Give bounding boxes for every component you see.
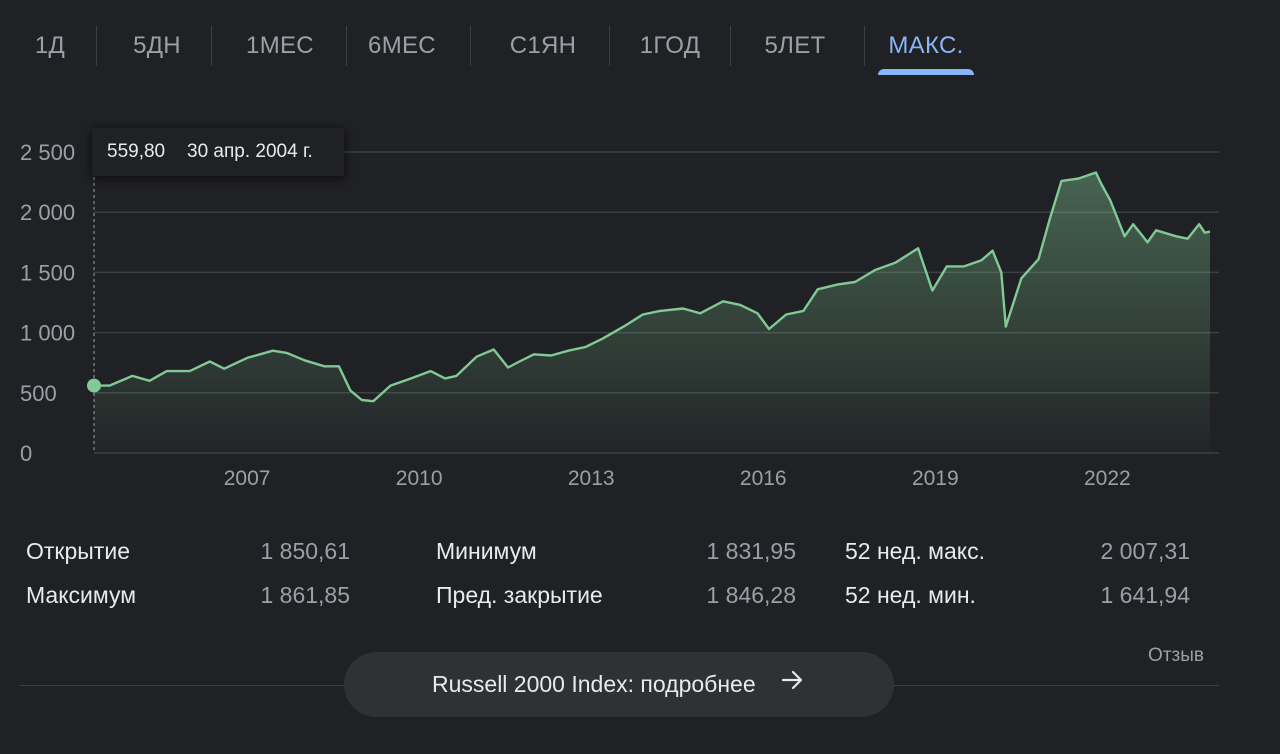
arrow-right-icon <box>780 653 806 718</box>
x-tick-label: 2013 <box>568 467 615 490</box>
tab-separator <box>864 26 865 66</box>
stat-value-open: 1 850,61 <box>260 538 350 564</box>
tab-separator <box>96 26 97 66</box>
time-range-tabs: 1Д 5ДН 1МЕС 6МЕС С1ЯН 1ГОД 5ЛЕТ МАКС. <box>0 0 1280 95</box>
y-tick-label: 1 000 <box>20 321 75 346</box>
tab-0[interactable]: 1Д <box>34 32 66 59</box>
tooltip-value: 559,80 <box>107 141 166 162</box>
tab-separator <box>609 26 610 66</box>
x-tick-label: 2022 <box>1084 467 1131 490</box>
feedback-link[interactable]: Отзыв <box>1148 645 1204 666</box>
tab-5[interactable]: 1ГОД <box>639 32 701 59</box>
tab-3[interactable]: 6МЕС <box>368 32 436 59</box>
hover-tooltip: 559,80 30 апр. 2004 г. <box>92 128 344 176</box>
active-tab-indicator <box>878 69 974 75</box>
tab-2[interactable]: 1МЕС <box>246 32 314 59</box>
stat-label-52w-low: 52 нед. мин. <box>845 582 976 608</box>
x-tick-label: 2016 <box>740 467 787 490</box>
stat-value-high: 1 861,85 <box>260 582 350 608</box>
hover-point-marker[interactable] <box>87 378 101 393</box>
stat-value-52w-high: 2 007,31 <box>1100 538 1190 564</box>
tab-6[interactable]: 5ЛЕТ <box>764 32 826 59</box>
stat-value-prev-close: 1 846,28 <box>706 582 796 608</box>
tab-1[interactable]: 5ДН <box>133 32 181 59</box>
tab-4[interactable]: С1ЯН <box>509 32 577 59</box>
x-tick-label: 2007 <box>224 467 271 490</box>
stat-label-high: Максимум <box>26 582 137 608</box>
tab-separator <box>211 26 212 66</box>
tab-separator <box>346 26 347 66</box>
stats-grid: Открытие 1 850,61 Максимум 1 861,85 Мини… <box>0 530 1280 620</box>
tab-separator <box>730 26 731 66</box>
stat-label-open: Открытие <box>26 538 130 564</box>
x-tick-label: 2010 <box>396 467 443 490</box>
stat-label-52w-high: 52 нед. макс. <box>845 538 985 564</box>
stat-value-52w-low: 1 641,94 <box>1100 582 1190 608</box>
y-tick-label: 2 500 <box>20 140 75 165</box>
x-tick-label: 2019 <box>912 467 959 490</box>
y-tick-label: 2 000 <box>20 200 75 225</box>
stat-value-low: 1 831,95 <box>706 538 796 564</box>
y-tick-label: 0 <box>20 441 32 466</box>
y-tick-label: 1 500 <box>20 260 75 285</box>
tab-7[interactable]: МАКС. <box>878 26 974 75</box>
stat-label-low: Минимум <box>436 538 537 564</box>
tooltip-date: 30 апр. 2004 г. <box>187 141 313 162</box>
more-info-label: Russell 2000 Index: подробнее <box>432 671 756 697</box>
price-series-line <box>94 171 1211 403</box>
y-tick-label: 500 <box>20 381 57 406</box>
tab-separator <box>470 26 471 66</box>
more-info-button[interactable]: Russell 2000 Index: подробнее <box>344 652 894 717</box>
stat-label-prev-close: Пред. закрытие <box>436 582 603 608</box>
